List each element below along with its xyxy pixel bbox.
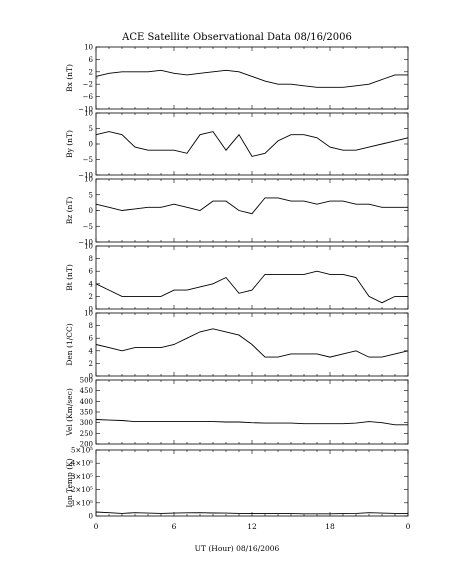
y-tick-label: 300 [80,419,93,427]
y-tick-label: 4 [89,280,94,288]
x-axis-label: UT (Hour) 08/16/2006 [195,544,280,553]
y-axis-label: Bt (nT) [65,264,74,291]
panel-frame [95,379,409,445]
panel-frame [95,449,409,517]
y-axis-label: Bx (nT) [65,64,74,92]
panels: −10 −6 −2 2 6 10 Bx (nT) −10 −5 0 5 10 By (nT) −10 −5 0… [65,44,409,521]
y-tick-label: −5 [83,156,93,164]
y-tick-label: −10 [78,106,93,114]
x-tick-label: 0 [94,522,99,531]
x-axis-ticks: 0 6 12 18 0 [94,522,411,531]
series-line [95,270,408,304]
x-tick-label: 6 [172,522,177,531]
y-tick-label: 3×10⁵ [71,473,93,481]
y-tick-label: −10 [78,239,93,247]
x-tick-label: 12 [247,522,257,531]
y-axis-label: Bz (nT) [65,197,74,225]
y-tick-label: 5 [89,191,93,199]
panel-6: 200 250 300 350 400 450 500 Vel (Km/sec) [65,377,409,449]
y-tick-label: 2×10⁵ [71,486,93,494]
panel-frame [95,46,409,110]
y-tick-label: 450 [80,387,93,395]
panel-2: −10 −5 0 5 10 By (nT) [65,110,409,180]
y-tick-label: 10 [84,110,93,118]
y-tick-label: 250 [80,430,93,438]
panel-5: 0 2 4 6 8 10 Den (1/CC) [65,310,409,381]
y-tick-label: 8 [89,322,93,330]
y-axis-label: Ion Temp (K) [65,458,74,507]
y-axis-label: Den (1/CC) [65,323,74,365]
y-tick-label: 10 [84,310,93,318]
y-tick-label: 0 [89,373,93,381]
y-tick-label: 5 [89,125,93,133]
y-tick-label: 200 [80,441,93,449]
x-tick-label: 0 [406,522,411,531]
y-tick-label: 5×10⁵ [71,447,93,455]
y-axis-label: By (nT) [65,130,74,158]
y-tick-label: 400 [80,398,93,406]
chart-title: ACE Satellite Observational Data 08/16/2… [121,32,352,43]
y-tick-label: 4 [89,347,94,355]
series-line [95,131,409,157]
y-tick-label: 10 [84,176,93,184]
panel-1: −10 −6 −2 2 6 10 Bx (nT) [65,44,409,114]
y-tick-label: 6 [89,268,94,276]
y-tick-label: 2 [89,293,93,301]
y-tick-label: 6 [89,56,94,64]
y-axis-label: Vel (Km/sec) [65,388,74,437]
y-tick-label: −10 [78,172,93,180]
panel-7: 0 1×10⁵ 2×10⁵ 3×10⁵ 4×10⁵ 5×10⁵ Ion Temp (K) [65,447,409,521]
series-line [95,419,408,426]
y-tick-label: 500 [80,377,93,385]
y-tick-label: 6 [89,335,94,343]
series-line [95,328,409,358]
panel-frame [95,112,409,176]
y-tick-label: 350 [80,409,93,417]
y-tick-label: 0 [89,513,93,521]
x-tick-label: 18 [325,522,335,531]
y-tick-label: −5 [83,223,93,231]
y-tick-label: 1×10⁵ [71,499,93,507]
y-tick-label: 0 [89,141,93,149]
y-tick-label: 4×10⁵ [71,460,93,468]
y-tick-label: −6 [83,93,94,101]
y-tick-label: 0 [89,207,93,215]
panel-3: −10 −5 0 5 10 Bz (nT) [65,176,409,247]
panel-4: 0 2 4 6 8 10 Bt (nT) [65,243,409,314]
y-tick-label: 2 [89,68,93,76]
series-line [95,511,408,515]
series-line [95,69,408,88]
y-tick-label: 2 [89,360,93,368]
y-tick-label: 0 [89,306,93,314]
y-tick-label: −2 [83,81,93,89]
series-line [95,197,408,215]
y-tick-label: 8 [89,255,93,263]
panel-frame [95,245,409,310]
y-tick-label: 10 [84,44,93,52]
y-tick-label: 10 [84,243,93,251]
panel-frame [95,178,409,243]
